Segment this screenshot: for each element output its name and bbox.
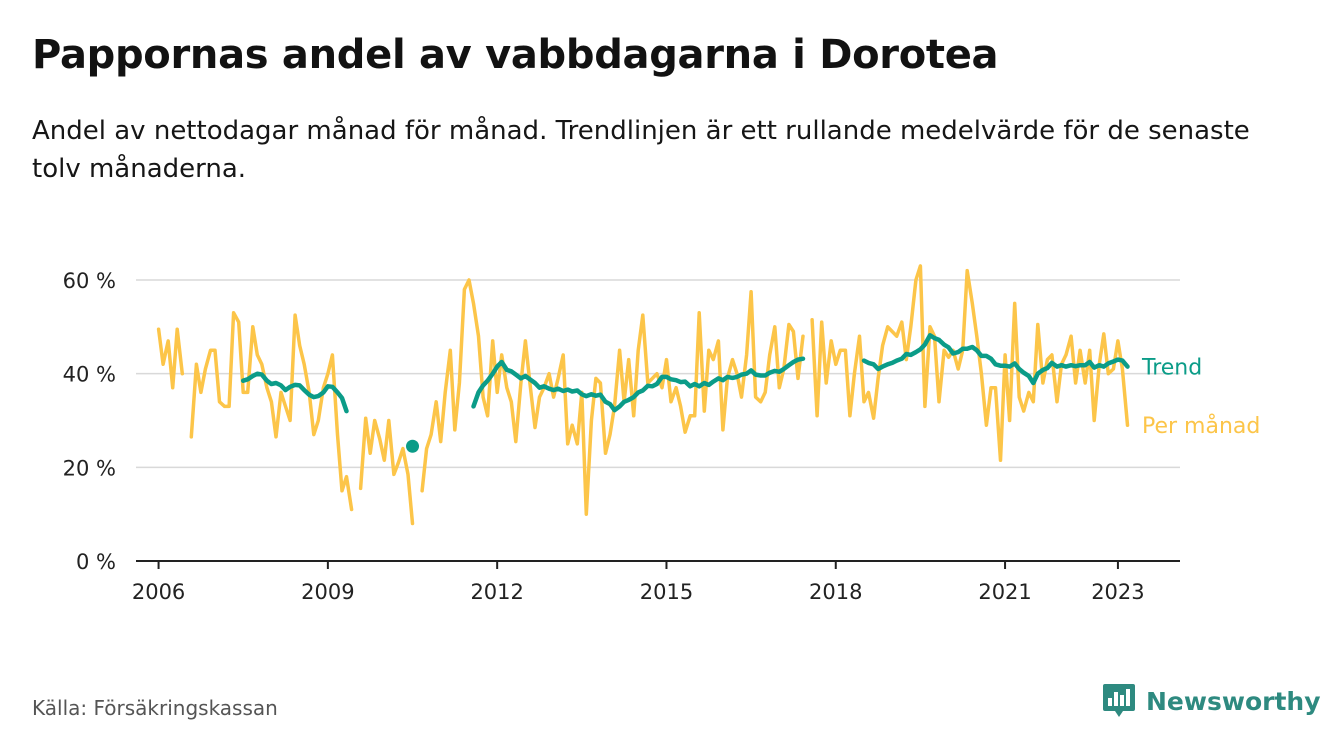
x-tick-label: 2023 <box>1091 580 1144 604</box>
series-labels: Trend Per månad <box>1141 356 1260 440</box>
x-tick-label: 2021 <box>978 580 1031 604</box>
x-tick-label: 2009 <box>301 580 354 604</box>
trend-series-line <box>471 356 806 413</box>
monthly-series-line <box>810 264 1130 463</box>
x-tick-label: 2012 <box>470 580 523 604</box>
trend-series-line <box>861 333 1130 386</box>
axes: 0 % 20 % 40 % 60 % 2006 2009 2012 2015 2018 2021 2… <box>63 269 1180 604</box>
monthly-series-line <box>420 278 805 516</box>
y-tick-label: 60 % <box>63 269 116 293</box>
trend-point <box>406 439 420 453</box>
brand-name: Newsworthy <box>1146 686 1321 716</box>
newsworthy-logo[interactable]: Newsworthy <box>1102 682 1321 720</box>
monthly-series-line <box>156 327 185 390</box>
trend-series-label: Trend <box>1141 356 1202 381</box>
x-tick-label: 2015 <box>640 580 693 604</box>
chart-subtitle: Andel av nettodagar månad för månad. Tre… <box>32 116 1250 184</box>
trend-series-line <box>240 371 349 414</box>
monthly-series-line <box>189 311 354 512</box>
x-tick-label: 2006 <box>132 580 185 604</box>
monthly-series-label: Per månad <box>1142 413 1260 439</box>
y-tick-label: 40 % <box>63 363 116 387</box>
bar-chart-logo-icon <box>1103 684 1135 717</box>
y-tick-label: 20 % <box>63 456 116 480</box>
monthly-series-line <box>358 416 415 526</box>
source-note: Källa: Försäkringskassan <box>32 696 278 720</box>
series <box>156 264 1130 526</box>
x-tick-label: 2018 <box>809 580 862 604</box>
chart-title: Pappornas andel av vabbdagarna i Dorotea <box>32 32 999 78</box>
y-tick-label: 0 % <box>76 550 116 574</box>
